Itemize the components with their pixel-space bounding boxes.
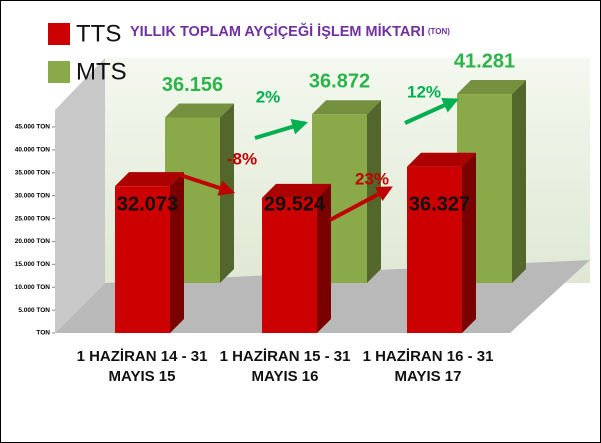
bar-side: [367, 100, 381, 283]
annotation-arrow: [254, 119, 309, 140]
bar-side: [462, 152, 476, 333]
bar: [115, 186, 170, 333]
bar: [407, 166, 462, 333]
bar-top: [312, 100, 381, 115]
annotation: 2%: [256, 87, 281, 106]
x-tick-label: 1 HAZİRAN 16 - 31 MAYIS 17: [362, 348, 494, 385]
value-label: 32.073: [117, 193, 178, 215]
legend-label: MTS: [76, 58, 127, 85]
title-text: YILLIK TOPLAM AYÇİÇEĞİ İŞLEM MİKTARI: [130, 22, 425, 40]
bar-side: [512, 80, 526, 284]
y-tick-label: TON: [36, 330, 50, 337]
bar: [262, 197, 317, 333]
side-wall: [55, 58, 105, 333]
annotation-arrow: [404, 97, 459, 125]
bar-side: [220, 103, 234, 283]
bar-top: [165, 103, 234, 118]
legend: TTS MTS: [48, 20, 127, 85]
bar-top: [407, 152, 476, 167]
annotation: -8%: [227, 149, 257, 168]
value-label: 36.327: [409, 193, 470, 215]
x-tick-label: 1 HAZİRAN 14 - 31 MAYIS 15: [76, 348, 208, 385]
annotation-arrow: [179, 173, 236, 196]
legend-swatch: [48, 61, 70, 83]
y-tick-label: 25.000 TON: [15, 215, 51, 222]
y-tick-label: 5.000 TON: [18, 307, 50, 314]
value-label: 36.872: [309, 70, 370, 92]
value-label: 29.524: [264, 193, 326, 215]
bar-top: [457, 80, 526, 95]
annotation: 23%: [355, 169, 389, 188]
annotation: 12%: [407, 82, 441, 101]
x-tick-label: 1 HAZİRAN 15 - 31 MAYIS 16: [219, 348, 351, 385]
y-tick-label: 35.000 TON: [15, 169, 51, 176]
y-tick-label: 45.000 TON: [15, 124, 51, 131]
y-tick-label: 10.000 TON: [15, 284, 51, 291]
bar-side: [170, 172, 184, 333]
y-tick-label: 30.000 TON: [15, 192, 51, 199]
y-tick-label: 20.000 TON: [15, 238, 51, 245]
bar-side: [317, 183, 331, 333]
legend-label: TTS: [76, 20, 121, 47]
y-tick-label: 15.000 TON: [15, 261, 51, 268]
chart-title: YILLIK TOPLAM AYÇİÇEĞİ İŞLEM MİKTARI (TON…: [130, 22, 450, 40]
value-label: 41.281: [454, 50, 515, 72]
annotation-arrow: [329, 186, 393, 222]
title-unit: (TON): [428, 27, 450, 36]
bar-top: [115, 172, 184, 187]
value-label: 36.156: [162, 74, 223, 96]
legend-swatch: [48, 23, 70, 45]
y-tick-label: 40.000 TON: [15, 147, 51, 154]
bar-top: [262, 183, 331, 198]
